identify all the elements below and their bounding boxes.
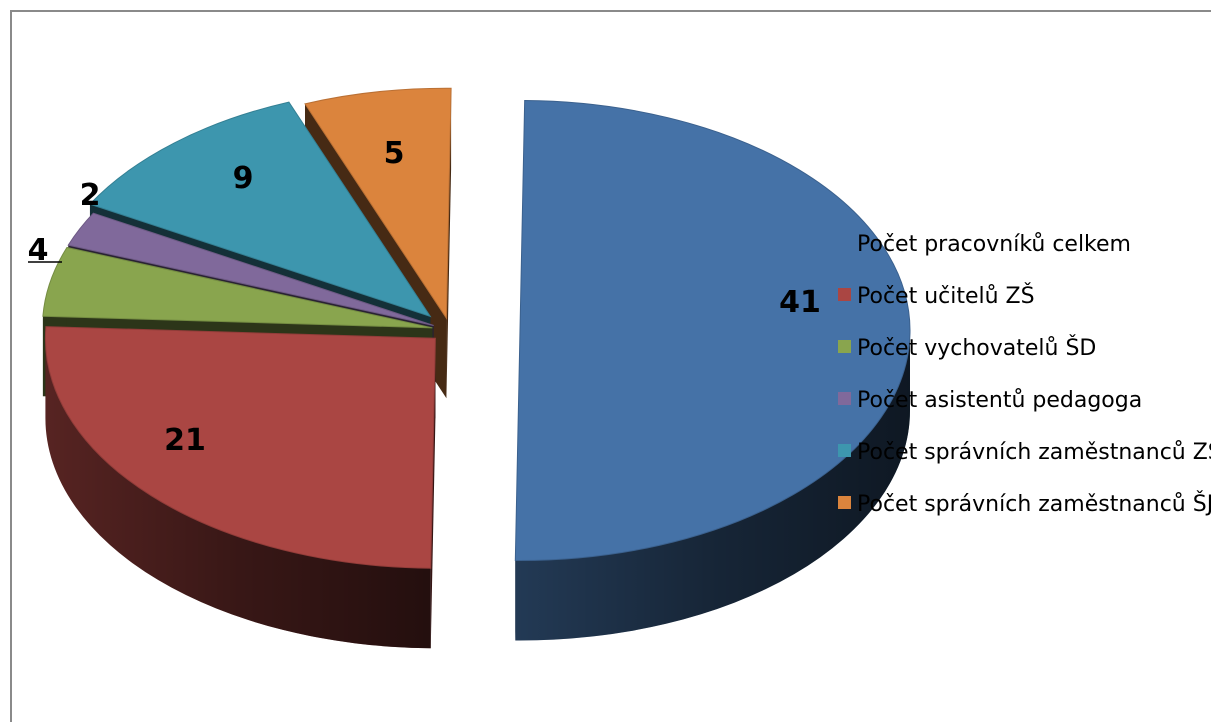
legend-swatch [838,236,851,249]
pie-slice-top [304,87,452,320]
legend-label: Počet pracovníků celkem [857,232,1131,257]
legend-label: Počet správních zaměstnanců ZŠ [857,439,1211,465]
pie-slice [44,326,436,649]
data-labels: 41 21 42 9 5 [28,136,821,458]
pie-slice-top [514,100,910,561]
pie-slice-rim-shade [45,338,431,649]
legend-label: Počet asistentů pedagoga [857,388,1142,413]
pie-slice-rim-shade [515,330,910,641]
pie-slice-top [42,246,433,329]
data-label: 21 [164,423,206,458]
data-label: 5 [384,136,405,171]
legend-swatch [838,392,851,405]
legend-swatch [838,496,851,509]
legend-label: Počet učitelů ZŠ [857,283,1035,309]
data-label: 2 [80,178,101,213]
pie-slices [42,87,910,649]
legend: Počet pracovníků celkem Počet učitelů ZŠ P… [838,232,1211,517]
legend-swatch [838,288,851,301]
data-label: 4 [28,233,49,268]
legend-swatch [838,444,851,457]
data-label: 41 [779,285,821,320]
legend-label: Počet vychovatelů ŠD [857,335,1096,361]
pie-slice-top [89,101,432,318]
pie-slice-top [67,212,434,326]
legend-label: Počet správních zaměstnanců ŠJ [857,491,1211,517]
pie-slice [514,100,910,641]
data-label: 9 [233,161,254,196]
pie-slice-top [44,326,436,569]
legend-swatch [838,340,851,353]
